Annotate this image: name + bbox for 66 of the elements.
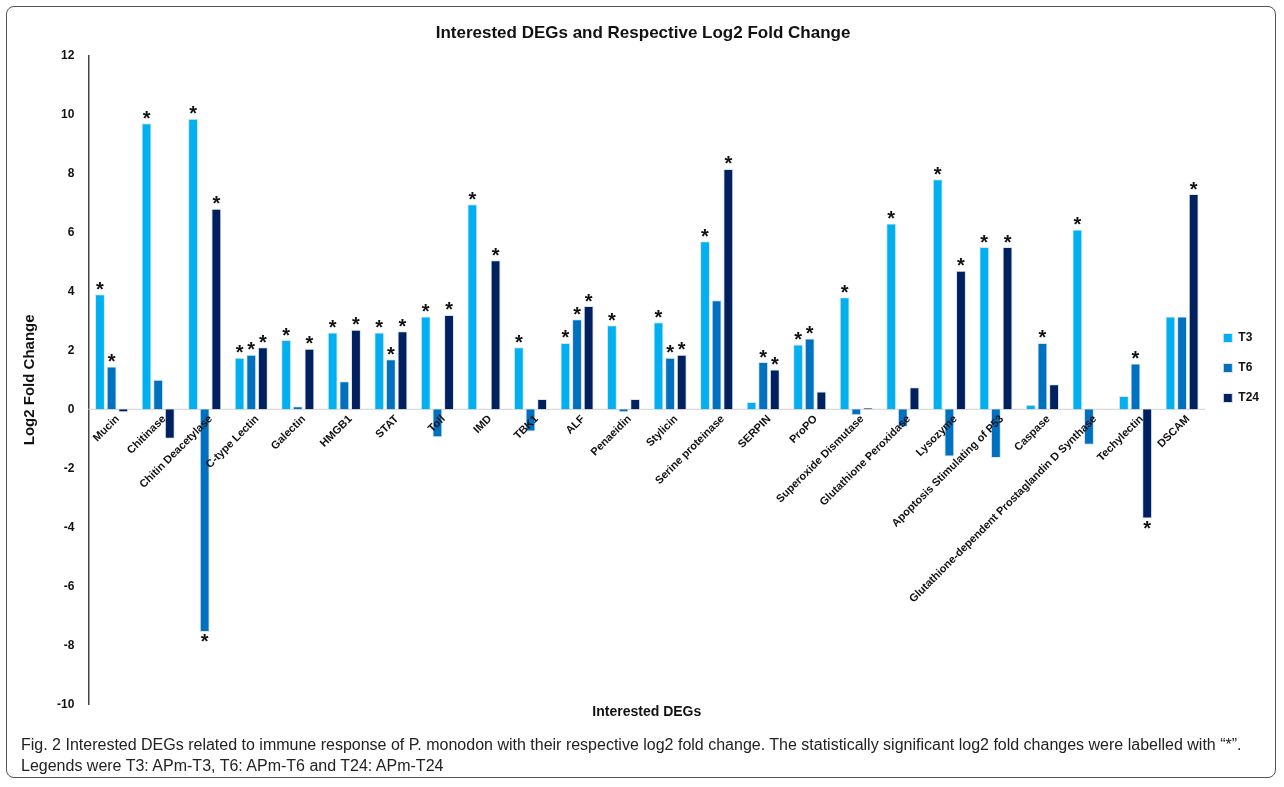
data-label: *: [258, 330, 267, 353]
data-label: *: [421, 299, 430, 322]
y-tick-label: -6: [63, 578, 75, 593]
data-label: *: [654, 305, 663, 328]
x-axis-title: Interested DEGs: [592, 703, 702, 720]
data-label: *: [1189, 177, 1198, 200]
y-tick-label: -2: [63, 460, 75, 475]
data-label: *: [666, 341, 675, 364]
data-label: *: [235, 341, 244, 364]
y-tick-label: -10: [57, 696, 75, 711]
data-label: *: [1003, 230, 1012, 253]
data-label: *: [468, 187, 477, 210]
data-label: *: [107, 350, 116, 373]
data-label: *: [445, 298, 454, 321]
data-label: *: [677, 338, 686, 361]
data-label: *: [724, 152, 733, 175]
y-tick-label: 10: [60, 106, 75, 121]
data-label: *: [200, 630, 209, 653]
data-label: *: [933, 162, 942, 185]
y-tick-label: 0: [67, 401, 75, 416]
data-label: *: [247, 338, 256, 361]
legend-label: T24: [1238, 390, 1260, 405]
y-tick-label: 12: [60, 47, 75, 62]
data-label: *: [305, 332, 314, 355]
data-label: *: [328, 316, 337, 339]
data-label: *: [794, 327, 803, 350]
data-label: *: [573, 302, 582, 325]
chart-title: Interested DEGs and Respective Log2 Fold Change: [435, 22, 851, 42]
data-label: *: [386, 342, 395, 365]
data-label: *: [561, 326, 570, 349]
x-tick-label: IMD: [470, 412, 494, 436]
data-label: *: [584, 289, 593, 312]
data-label: *: [887, 207, 896, 230]
y-tick-label: 2: [67, 342, 75, 357]
data-label: *: [608, 308, 617, 331]
data-label: *: [282, 323, 291, 346]
data-label: *: [701, 224, 710, 247]
y-axis-title: Log2 Fold Change: [20, 314, 38, 446]
y-tick-label: 6: [67, 224, 75, 239]
y-tick-label: -4: [63, 519, 75, 534]
data-label: *: [212, 192, 221, 215]
data-label: *: [1038, 326, 1047, 349]
data-label: *: [957, 254, 966, 277]
data-label: *: [840, 280, 849, 303]
caption: Fig. 2 Interested DEGs related to immune response of P. monodon with their respective log2 fold change. The statistically significant log2 fold changes were labelled with “*”. Legends were T3: APm-T3, T6: APm-T6 and T24: APm-T24: [21, 735, 1243, 776]
x-tick-label: Toll: [425, 412, 447, 435]
data-label: *: [352, 313, 361, 336]
data-label: *: [770, 352, 779, 375]
legend-label: T3: [1238, 330, 1253, 345]
data-label: *: [142, 106, 151, 129]
data-label: *: [1073, 212, 1082, 235]
data-label: *: [805, 322, 814, 345]
data-label: *: [980, 230, 989, 253]
data-label: *: [189, 102, 198, 125]
data-label: *: [398, 314, 407, 337]
data-label: *: [375, 316, 384, 339]
data-label: *: [491, 243, 500, 266]
data-label: *: [96, 277, 105, 300]
legend-label: T6: [1238, 360, 1253, 375]
data-label: *: [1131, 347, 1140, 370]
data-label: *: [759, 345, 768, 368]
y-tick-label: -8: [63, 637, 75, 652]
data-label: *: [1143, 516, 1152, 539]
y-tick-label: 4: [67, 283, 75, 298]
data-label: *: [514, 330, 523, 353]
y-tick-label: 8: [67, 165, 75, 180]
